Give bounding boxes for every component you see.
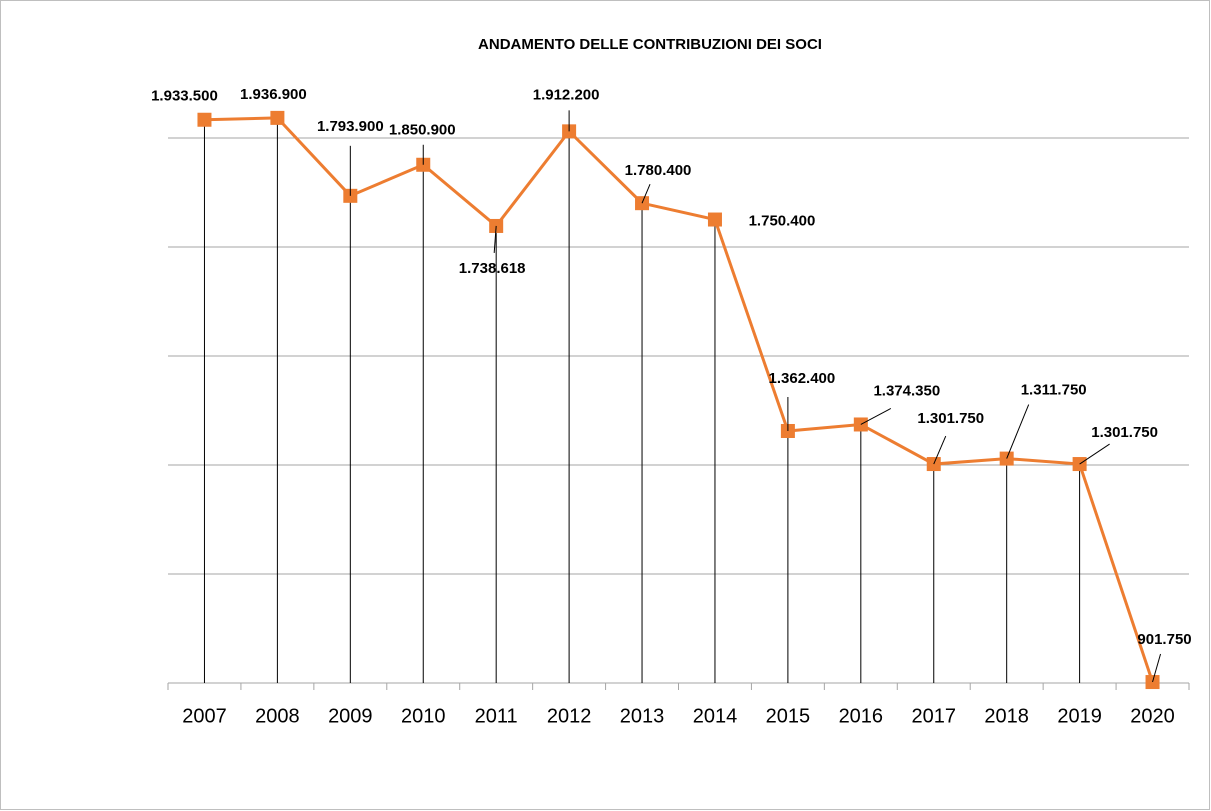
data-label: 901.750 — [1137, 631, 1191, 648]
data-label: 1.750.400 — [749, 213, 816, 230]
leader-line — [1079, 443, 1110, 465]
x-tick-label: 2008 — [255, 705, 300, 727]
x-tick-label: 2011 — [475, 705, 518, 727]
x-tick-label: 2018 — [984, 705, 1029, 727]
data-label: 1.374.350 — [873, 382, 940, 399]
data-label: 1.301.750 — [1091, 424, 1158, 441]
leader-line — [641, 183, 651, 204]
x-tick-label: 2007 — [182, 705, 227, 727]
leader-line — [860, 408, 892, 425]
data-label: 1.780.400 — [625, 162, 692, 179]
leader-line — [493, 225, 497, 253]
marker — [707, 212, 722, 227]
data-label: 1.738.618 — [459, 260, 526, 277]
x-tick-label: 2016 — [839, 705, 884, 727]
data-label: 1.362.400 — [769, 370, 836, 387]
line — [204, 116, 1154, 683]
x-tick-label: 2019 — [1057, 705, 1102, 727]
data-label: 1.850.900 — [389, 122, 456, 139]
marker — [197, 112, 212, 127]
x-tick-label: 2012 — [547, 705, 592, 727]
marker — [270, 110, 285, 125]
data-label: 1.301.750 — [917, 410, 984, 427]
data-label: 1.311.750 — [1021, 382, 1087, 399]
data-label: 1.793.900 — [317, 118, 384, 135]
x-tick-label: 2015 — [766, 705, 811, 727]
data-label: 1.933.500 — [151, 88, 218, 105]
leader-line — [933, 435, 947, 465]
x-tick-label: 2013 — [620, 705, 665, 727]
x-tick-label: 2020 — [1130, 705, 1175, 727]
data-label: 1.912.200 — [533, 86, 600, 103]
x-tick-label: 2009 — [328, 705, 373, 727]
leader-line — [1152, 653, 1162, 683]
chart-title: ANDAMENTO DELLE CONTRIBUZIONI DEI SOCI — [478, 36, 822, 53]
x-tick-label: 2010 — [401, 705, 446, 727]
leader-line — [1006, 404, 1030, 459]
x-tick-label: 2017 — [912, 705, 957, 727]
data-label: 1.936.900 — [240, 86, 307, 103]
x-tick-label: 2014 — [693, 705, 738, 727]
